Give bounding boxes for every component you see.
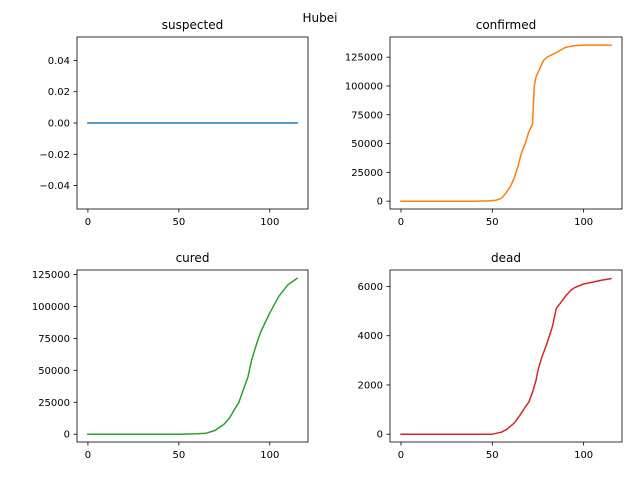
- subplot-confirmed: 0 50 100 0 25000 50000 75000 100000 125000 confir…: [345, 18, 623, 228]
- y-tick-label: 75000: [351, 110, 383, 121]
- x-tick-label: 50: [172, 450, 185, 461]
- y-tick-label: 0: [377, 430, 383, 441]
- y-tick-label: −0.04: [39, 181, 70, 192]
- y-tick-label: −0.02: [39, 150, 70, 161]
- series-line-confirmed: [400, 44, 612, 202]
- y-tick-label: 4000: [358, 331, 383, 342]
- x-tick-label: 0: [398, 217, 404, 228]
- y-tick-label: 75000: [38, 334, 70, 345]
- y-tick-label: 125000: [32, 270, 70, 281]
- x-tick-label: 100: [574, 450, 593, 461]
- y-tick-label: 6000: [358, 282, 383, 293]
- y-tick-label: 0.00: [48, 119, 70, 130]
- subplot-title: suspected: [162, 18, 223, 32]
- y-tick-label: 0.04: [48, 56, 70, 67]
- subplot-dead: 0 50 100 0 2000 4000 6000 dead: [358, 251, 623, 461]
- series-line-cured: [87, 277, 299, 435]
- y-tick-label: 125000: [345, 53, 383, 64]
- x-tick-label: 50: [486, 450, 499, 461]
- axes-frame: [389, 269, 623, 443]
- y-tick-label: 25000: [351, 168, 383, 179]
- y-tick-label: 2000: [358, 380, 383, 391]
- subplot-title: confirmed: [476, 18, 537, 32]
- subplot-title: dead: [491, 251, 521, 265]
- y-tick-label: 50000: [351, 139, 383, 150]
- y-tick-label: 0: [64, 430, 70, 441]
- subplot-title: cured: [176, 251, 210, 265]
- x-tick-label: 100: [260, 450, 279, 461]
- x-tick-label: 0: [85, 450, 91, 461]
- y-tick-label: 100000: [32, 302, 70, 313]
- x-tick-label: 100: [260, 217, 279, 228]
- x-tick-label: 100: [574, 217, 593, 228]
- series-line-dead: [400, 277, 612, 435]
- x-tick-label: 50: [172, 217, 185, 228]
- axes-frame: [76, 269, 309, 443]
- figure-suptitle: Hubei: [303, 11, 338, 25]
- x-tick-label: 0: [85, 217, 91, 228]
- axes-frame: [389, 36, 623, 210]
- y-tick-label: 0.02: [48, 87, 70, 98]
- subplot-suspected: 0 50 100 −0.04 −0.02 0.00 0.02 0.04 suspected: [39, 18, 309, 228]
- x-tick-label: 0: [398, 450, 404, 461]
- y-tick-label: 25000: [38, 398, 70, 409]
- y-tick-label: 0: [377, 197, 383, 208]
- y-tick-label: 100000: [345, 81, 383, 92]
- x-tick-label: 50: [486, 217, 499, 228]
- subplot-cured: 0 50 100 0 25000 50000 75000 100000 125000 cured: [32, 251, 309, 461]
- y-tick-label: 50000: [38, 366, 70, 377]
